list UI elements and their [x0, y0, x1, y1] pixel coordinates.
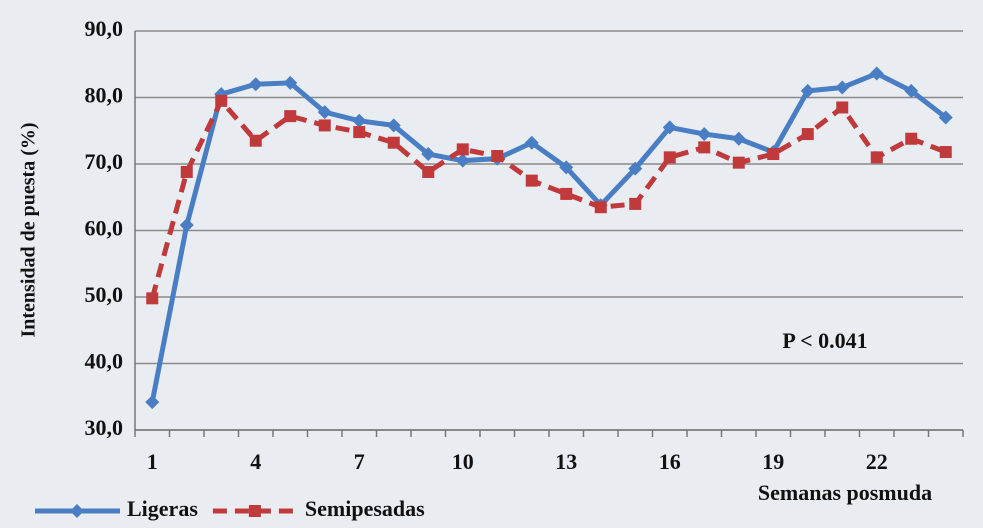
point: [938, 110, 953, 125]
point: [560, 187, 573, 200]
point: [352, 113, 367, 128]
point: [939, 146, 952, 159]
point: [732, 156, 745, 169]
point: [524, 135, 539, 150]
point: [767, 148, 780, 161]
y-tick-label: 30,0: [85, 415, 124, 440]
y-tick-label: 90,0: [85, 16, 124, 41]
point: [284, 110, 297, 123]
point: [455, 153, 470, 168]
point: [698, 141, 711, 154]
point: [215, 94, 228, 107]
point: [386, 118, 401, 133]
point: [491, 150, 504, 163]
point: [800, 83, 815, 98]
y-axis-title: Intensidad de puesta (%): [18, 122, 40, 337]
annotation: P < 0.041: [782, 328, 867, 353]
point: [904, 83, 919, 98]
point: [629, 197, 642, 210]
point: [836, 101, 849, 114]
y-tick-label: 40,0: [85, 349, 124, 374]
point: [248, 77, 263, 92]
point: [249, 134, 262, 147]
point: [731, 131, 746, 146]
point: [628, 161, 643, 176]
point: [353, 126, 366, 139]
point: [145, 395, 160, 410]
y-tick-label: 60,0: [85, 216, 124, 241]
legend-label: Semipesadas: [305, 496, 425, 521]
point: [318, 119, 331, 132]
point: [662, 120, 677, 135]
point: [801, 128, 814, 141]
point: [180, 165, 193, 178]
x-tick-label: 10: [452, 449, 474, 474]
point: [317, 105, 332, 120]
x-tick-label: 19: [762, 449, 784, 474]
point: [870, 151, 883, 164]
point: [421, 147, 436, 162]
y-tick-label: 70,0: [85, 149, 124, 174]
x-axis-title: Semanas posmuda: [758, 480, 932, 505]
point: [835, 80, 850, 95]
point: [869, 66, 884, 81]
point: [594, 201, 607, 214]
point: [387, 136, 400, 149]
point: [559, 160, 574, 175]
x-tick-label: 1: [147, 449, 158, 474]
legend-marker: [248, 505, 261, 517]
y-tick-label: 50,0: [85, 282, 124, 307]
point: [146, 292, 159, 305]
legend-marker: [70, 504, 84, 518]
point: [697, 127, 712, 142]
point: [283, 75, 298, 90]
point: [422, 165, 435, 178]
x-tick-label: 16: [659, 449, 681, 474]
point: [179, 218, 194, 233]
point: [663, 151, 676, 164]
y-tick-label: 80,0: [85, 83, 124, 108]
x-tick-label: 4: [250, 449, 261, 474]
x-tick-label: 7: [354, 449, 365, 474]
point: [905, 132, 918, 145]
x-tick-label: 13: [555, 449, 577, 474]
point: [456, 143, 469, 156]
point: [525, 174, 538, 187]
x-tick-label: 22: [866, 449, 888, 474]
legend-label: Ligeras: [127, 496, 198, 521]
